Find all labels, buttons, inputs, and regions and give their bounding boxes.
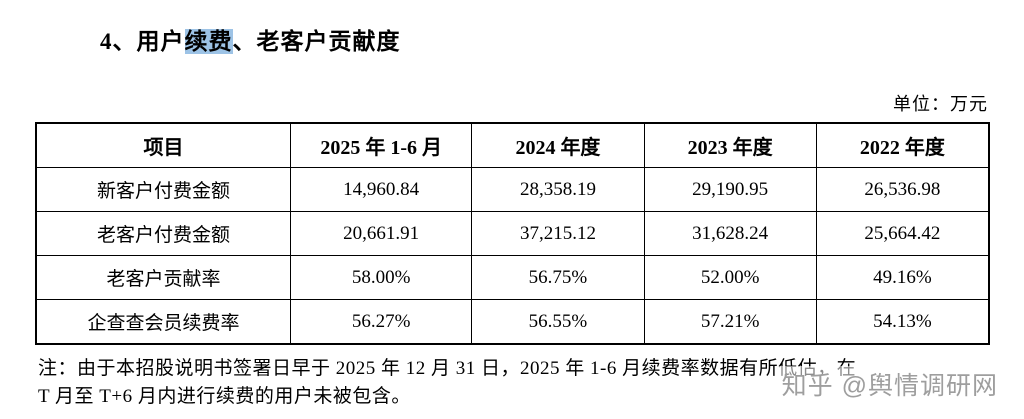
column-header: 2025 年 1-6 月 (290, 122, 473, 168)
row-label: 老客户贡献率 (35, 255, 292, 300)
footnote: 注：由于本招股说明书签署日早于 2025 年 12 月 31 日，2025 年 … (38, 355, 998, 411)
column-header: 2024 年度 (471, 122, 645, 168)
table-header-row: 项目 2025 年 1-6 月 2024 年度 2023 年度 2022 年度 (35, 122, 990, 168)
table-cell: 56.27% (290, 299, 473, 345)
table-row: 老客户付费金额 20,661.91 37,215.12 31,628.24 25,664… (35, 211, 990, 256)
row-label: 新客户付费金额 (35, 167, 292, 212)
table-header: 项目 2025 年 1-6 月 2024 年度 2023 年度 2022 年度 (35, 122, 990, 168)
unit-label: 单位：万元 (893, 94, 988, 114)
table-cell: 57.21% (643, 299, 817, 345)
table-cell: 49.16% (815, 255, 990, 300)
watermark: 知乎 @舆情调研网 (775, 366, 998, 402)
row-label: 老客户付费金额 (35, 211, 292, 256)
heading-highlighted-text: 续费 (184, 29, 233, 54)
data-table: 项目 2025 年 1-6 月 2024 年度 2023 年度 2022 年度 新客户付… (35, 122, 990, 345)
table-row: 新客户付费金额 14,960.84 28,358.19 29,190.95 26,536… (35, 167, 990, 212)
table-cell: 58.00% (290, 255, 473, 300)
footnote-line2: T 月至 T+6 月内进行续费的用户未被包含。 (38, 386, 411, 407)
table-cell: 37,215.12 (471, 211, 645, 256)
table-cell: 54.13% (815, 299, 990, 345)
heading-suffix: 、老客户贡献度 (232, 29, 401, 54)
table-cell: 26,536.98 (815, 167, 990, 212)
table-cell: 25,664.42 (815, 211, 990, 256)
table-cell: 56.55% (471, 299, 645, 345)
column-header: 2022 年度 (815, 122, 990, 168)
column-header: 项目 (35, 122, 292, 168)
table-cell: 28,358.19 (471, 167, 645, 212)
table-body: 新客户付费金额 14,960.84 28,358.19 29,190.95 26,536… (35, 167, 990, 345)
section-heading: 4、用户续费、老客户贡献度 (100, 22, 401, 56)
table-cell: 14,960.84 (290, 167, 473, 212)
table-cell: 56.75% (471, 255, 645, 300)
table-cell: 52.00% (643, 255, 817, 300)
table-cell: 20,661.91 (290, 211, 473, 256)
row-label: 企查查会员续费率 (35, 299, 292, 345)
footnote-line1: 注：由于本招股说明书签署日早于 2025 年 12 月 31 日，2025 年 … (38, 358, 857, 379)
table-cell: 29,190.95 (643, 167, 817, 212)
table-cell: 31,628.24 (643, 211, 817, 256)
heading-prefix: 4、用户 (100, 29, 185, 54)
column-header: 2023 年度 (643, 122, 817, 168)
table-row: 企查查会员续费率 56.27% 56.55% 57.21% 54.13% (35, 299, 990, 345)
table-row: 老客户贡献率 58.00% 56.75% 52.00% 49.16% (35, 255, 990, 300)
